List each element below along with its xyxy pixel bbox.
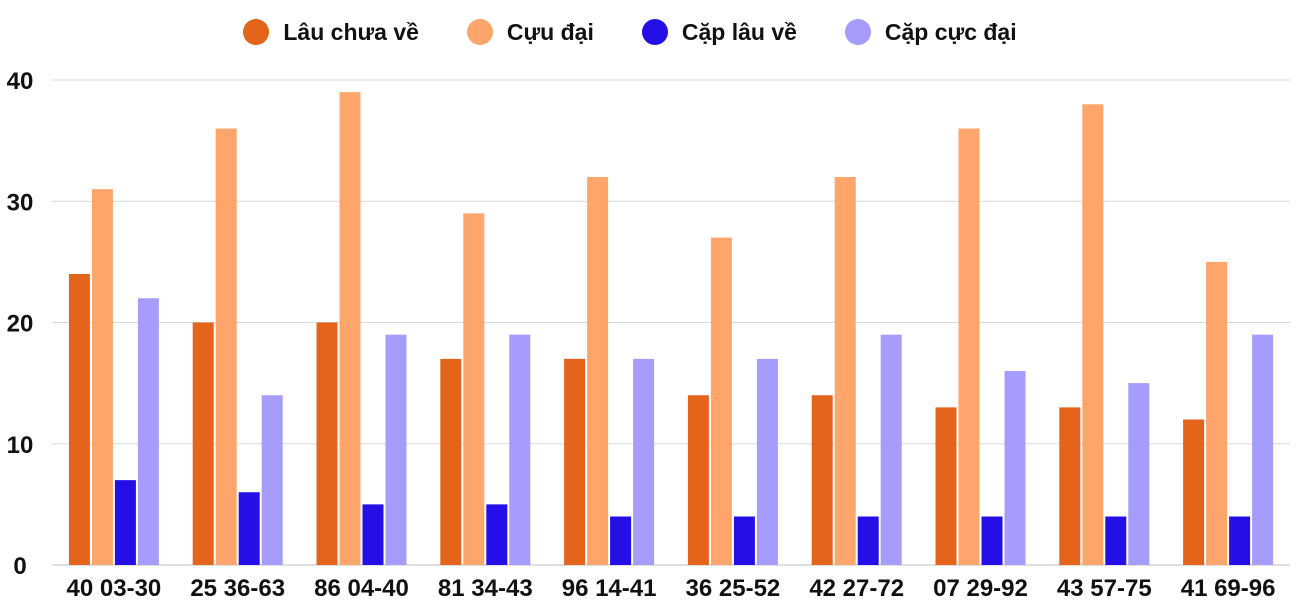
bar-cap-lau-ve-5[interactable] <box>733 516 755 566</box>
legend-item-cap-lau-ve[interactable]: Cặp lâu về <box>641 18 797 46</box>
y-axis-ticks: 0 10 20 30 40 <box>7 68 34 580</box>
bar-cap-lau-ve-4[interactable] <box>610 516 632 566</box>
bar-cap-lau-ve-2[interactable] <box>362 504 384 565</box>
bar-cap-lau-ve-9[interactable] <box>1229 516 1251 566</box>
bar-cuu-dai-7[interactable] <box>958 128 980 566</box>
bar-lau-chua-ve-1[interactable] <box>192 322 214 566</box>
legend-item-lau-chua-ve[interactable]: Lâu chưa về <box>243 19 419 46</box>
bar-cap-cuc-dai-0[interactable] <box>137 298 159 565</box>
y-tick-label: 30 <box>7 189 34 216</box>
y-tick-label: 40 <box>7 68 34 95</box>
bar-cap-cuc-dai-5[interactable] <box>756 358 778 565</box>
legend-label-cap-lau-ve: Cặp lâu về <box>681 18 797 45</box>
bar-cuu-dai-3[interactable] <box>463 213 485 565</box>
bar-lau-chua-ve-7[interactable] <box>935 407 957 565</box>
bar-lau-chua-ve-0[interactable] <box>68 274 90 565</box>
gridlines <box>52 79 1290 566</box>
bar-cap-lau-ve-0[interactable] <box>114 480 136 565</box>
bar-lau-chua-ve-2[interactable] <box>316 322 338 566</box>
bar-cuu-dai-1[interactable] <box>215 128 237 566</box>
legend-swatch-cap-lau-ve <box>641 19 668 45</box>
bar-cap-cuc-dai-3[interactable] <box>509 334 531 565</box>
y-tick-label: 0 <box>13 553 26 580</box>
legend-swatch-cap-cuc-dai <box>844 19 871 45</box>
bars <box>68 92 1274 566</box>
legend-swatch-cuu-dai <box>466 19 493 45</box>
bar-cap-lau-ve-1[interactable] <box>238 492 260 565</box>
bar-cap-cuc-dai-8[interactable] <box>1128 383 1150 565</box>
legend-label-lau-chua-ve: Lâu chưa về <box>283 18 419 45</box>
x-tick-label: 81 34-43 <box>438 575 533 600</box>
bar-lau-chua-ve-4[interactable] <box>564 358 586 565</box>
bar-cuu-dai-8[interactable] <box>1082 104 1104 565</box>
x-axis-ticks: 40 03-30 25 36-63 86 04-40 81 34-43 96 14-41… <box>67 575 1276 600</box>
bar-lau-chua-ve-3[interactable] <box>440 358 462 565</box>
x-tick-label: 96 14-41 <box>562 575 657 600</box>
bar-cap-lau-ve-3[interactable] <box>486 504 508 565</box>
x-tick-label: 41 69-96 <box>1181 575 1276 600</box>
y-tick-label: 10 <box>7 432 34 459</box>
chart-legend: Lâu chưa về Cựu đại Cặp lâu về Cặp cực đ… <box>0 12 1300 52</box>
legend-label-cap-cuc-dai: Cặp cực đại <box>884 18 1017 45</box>
bar-lau-chua-ve-9[interactable] <box>1183 419 1205 566</box>
bar-cap-lau-ve-8[interactable] <box>1105 516 1127 566</box>
legend-swatch-lau-chua-ve <box>243 19 270 45</box>
bar-cap-lau-ve-7[interactable] <box>981 516 1003 566</box>
x-tick-label: 36 25-52 <box>686 575 781 600</box>
bar-cap-cuc-dai-7[interactable] <box>1004 371 1026 565</box>
bar-cuu-dai-5[interactable] <box>710 237 732 565</box>
x-tick-label: 86 04-40 <box>314 575 409 600</box>
bar-cap-cuc-dai-6[interactable] <box>880 334 902 565</box>
bar-cuu-dai-9[interactable] <box>1206 261 1228 565</box>
bar-cap-lau-ve-6[interactable] <box>857 516 879 566</box>
x-tick-label: 42 27-72 <box>809 575 904 600</box>
y-tick-label: 20 <box>7 311 34 338</box>
bar-lau-chua-ve-6[interactable] <box>811 395 833 565</box>
bar-cap-cuc-dai-2[interactable] <box>385 334 407 565</box>
bar-cuu-dai-6[interactable] <box>834 177 856 565</box>
x-tick-label: 43 57-75 <box>1057 575 1152 600</box>
bar-cuu-dai-0[interactable] <box>91 189 113 565</box>
legend-label-cuu-dai: Cựu đại <box>506 18 594 45</box>
bar-lau-chua-ve-8[interactable] <box>1059 407 1081 565</box>
bar-cuu-dai-4[interactable] <box>587 177 609 565</box>
x-tick-label: 07 29-92 <box>933 575 1028 600</box>
bar-cap-cuc-dai-1[interactable] <box>261 395 283 565</box>
bar-cap-cuc-dai-9[interactable] <box>1252 334 1274 565</box>
x-tick-label: 25 36-63 <box>190 575 285 600</box>
legend-item-cap-cuc-dai[interactable]: Cặp cực đại <box>844 18 1017 46</box>
bar-lau-chua-ve-5[interactable] <box>687 395 709 565</box>
bar-cap-cuc-dai-4[interactable] <box>633 358 655 565</box>
legend-item-cuu-dai[interactable]: Cựu đại <box>466 18 594 46</box>
bar-cuu-dai-2[interactable] <box>339 92 361 565</box>
x-tick-label: 40 03-30 <box>67 575 162 600</box>
